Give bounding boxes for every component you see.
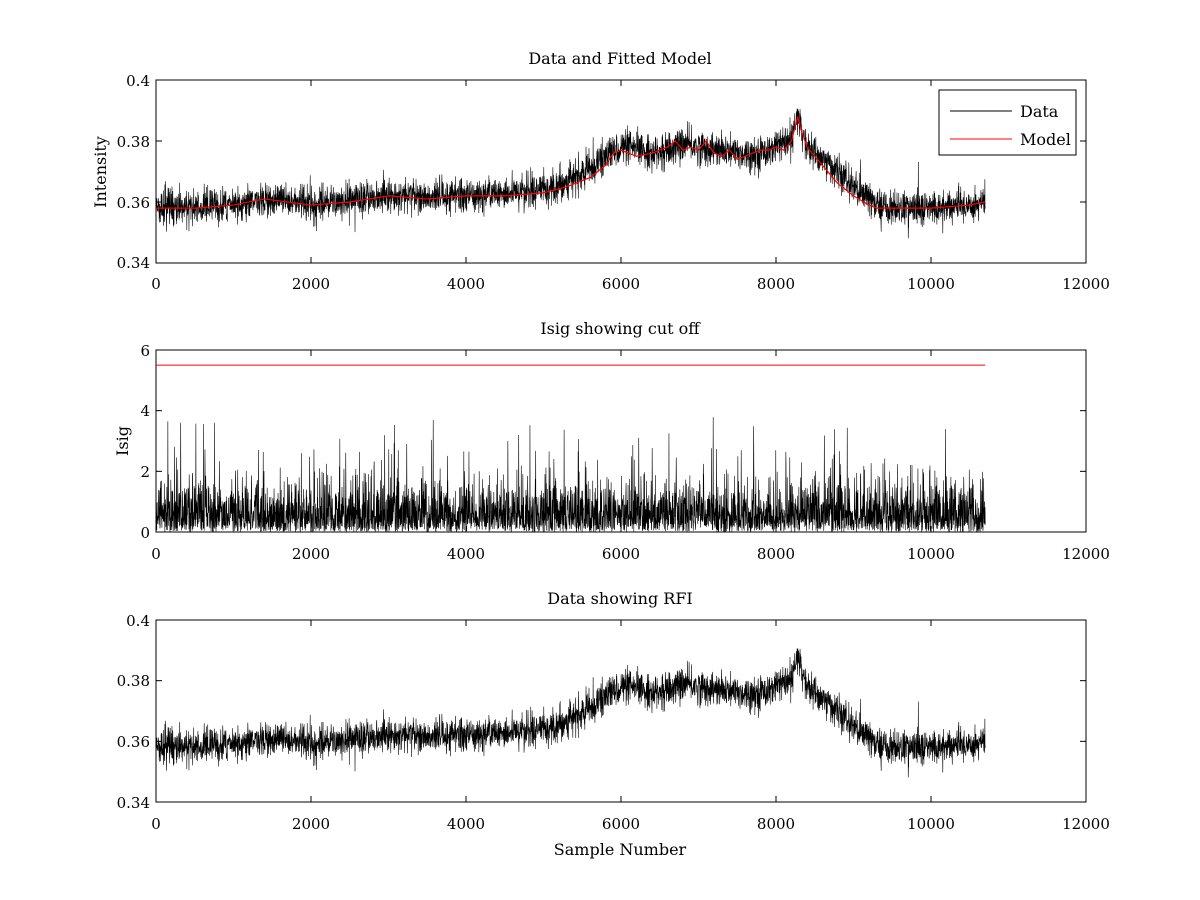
- y-tick-label: 0.36: [117, 733, 150, 751]
- y-tick-label: 4: [140, 402, 150, 420]
- y-tick-label: 2: [140, 463, 150, 481]
- legend-label-data: Data: [1020, 102, 1059, 121]
- series-model-line: [156, 116, 986, 209]
- x-tick-label: 0: [151, 815, 161, 833]
- x-tick-label: 2000: [292, 275, 330, 293]
- x-tick-label: 6000: [602, 275, 640, 293]
- x-axis-label: Sample Number: [554, 840, 687, 859]
- panel-title: Data and Fitted Model: [528, 49, 711, 68]
- y-tick-label: 0.4: [126, 612, 150, 630]
- panel-title: Isig showing cut off: [540, 319, 701, 338]
- y-tick-labels: 0.34 0.36 0.38 0.4: [117, 72, 150, 272]
- x-tick-label: 4000: [447, 275, 485, 293]
- panel-isig-cutoff: Isig showing cut off Isig 0 2000 4000 60…: [113, 319, 1110, 563]
- x-tick-label: 10000: [907, 815, 955, 833]
- x-tick-label: 8000: [757, 815, 795, 833]
- y-tick-label: 0.38: [117, 672, 150, 690]
- x-tick-label: 4000: [447, 815, 485, 833]
- x-tick-labels: 0 2000 4000 6000 8000 10000 12000: [151, 545, 1110, 563]
- y-axis-label: Isig: [113, 426, 132, 456]
- legend-box: [938, 89, 1077, 156]
- panel-title: Data showing RFI: [547, 589, 692, 608]
- legend-label-model: Model: [1020, 130, 1071, 149]
- plot-area: [155, 79, 1087, 264]
- x-tick-label: 8000: [757, 545, 795, 563]
- x-tick-label: 10000: [907, 545, 955, 563]
- x-tick-label: 0: [151, 545, 161, 563]
- y-axis-label: Intensity: [91, 136, 110, 208]
- x-tick-labels: 0 2000 4000 6000 8000 10000 12000: [151, 275, 1110, 293]
- series-isig-line: [155, 417, 986, 533]
- y-tick-label: 0: [140, 524, 150, 542]
- y-tick-label: 0.36: [117, 194, 150, 212]
- plot-area: [155, 349, 1087, 533]
- panel-data-rfi: Data showing RFI 0 2000 4000 6000 8000 1…: [117, 589, 1110, 859]
- y-tick-label: 6: [140, 342, 150, 360]
- x-tick-label: 6000: [602, 545, 640, 563]
- x-tick-label: 0: [151, 275, 161, 293]
- plot-area: [155, 619, 1087, 803]
- x-tick-label: 4000: [447, 545, 485, 563]
- x-tick-label: 12000: [1062, 545, 1110, 563]
- series-rfi-data-line: [155, 648, 986, 778]
- y-tick-labels: 0 2 4 6: [140, 342, 150, 542]
- x-tick-labels: 0 2000 4000 6000 8000 10000 12000: [151, 815, 1110, 833]
- panel-data-fitted-model: Data and Fitted Model Intensity 0 2000 4…: [91, 49, 1110, 293]
- y-tick-label: 0.34: [117, 254, 150, 272]
- x-tick-label: 8000: [757, 275, 795, 293]
- x-tick-label: 2000: [292, 815, 330, 833]
- series-data-line: [155, 108, 986, 239]
- x-tick-label: 2000: [292, 545, 330, 563]
- y-tick-labels: 0.34 0.36 0.38 0.4: [117, 612, 150, 812]
- legend: Data Model: [938, 89, 1077, 156]
- x-tick-label: 10000: [907, 275, 955, 293]
- y-tick-label: 0.34: [117, 794, 150, 812]
- x-tick-label: 6000: [602, 815, 640, 833]
- x-tick-label: 12000: [1062, 815, 1110, 833]
- y-tick-label: 0.38: [117, 133, 150, 151]
- y-tick-label: 0.4: [126, 72, 150, 90]
- x-tick-label: 12000: [1062, 275, 1110, 293]
